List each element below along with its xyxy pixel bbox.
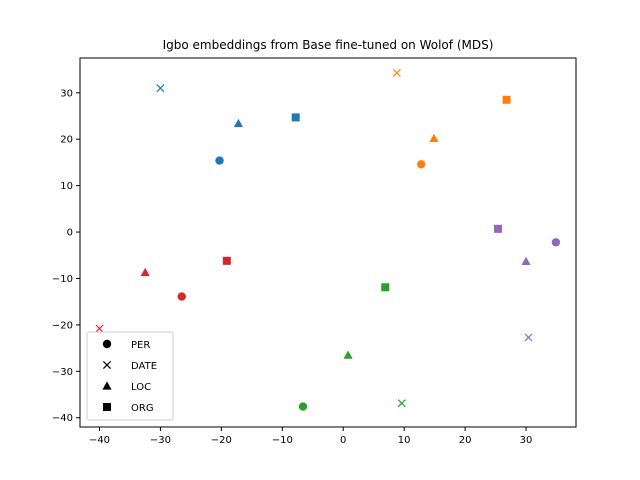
y-tick-label: −30 [52, 367, 73, 378]
x-tick-label: −30 [150, 435, 171, 446]
data-point-triangle [233, 118, 244, 128]
legend: PER DATE LOC ORG [86, 331, 174, 421]
legend-box [86, 331, 174, 421]
chart-title: Igbo embeddings from Base fine-tuned on … [163, 38, 494, 52]
y-tick-label: 30 [60, 88, 73, 99]
legend-marker-circle [102, 339, 112, 349]
data-point-square [381, 283, 390, 292]
data-point-square [291, 113, 300, 122]
x-tick-label: −40 [89, 435, 110, 446]
x-tick-label: −10 [272, 435, 293, 446]
x-tick-label: 0 [340, 435, 346, 446]
y-tick-label: −40 [52, 413, 73, 424]
x-tick-label: 10 [398, 435, 411, 446]
data-point-circle [298, 402, 308, 411]
legend-label: ORG [131, 403, 154, 414]
legend-marker-square [103, 403, 111, 411]
data-point-circle [551, 238, 561, 247]
data-point-circle [417, 160, 426, 169]
x-tick-label: 30 [520, 435, 533, 446]
legend-marker-triangle [102, 381, 112, 390]
legend-label: LOC [131, 382, 151, 393]
y-tick-label: 10 [60, 181, 73, 192]
data-point-square [494, 224, 503, 233]
data-point-x [95, 324, 104, 333]
axis-ticks: −40 −30 −20 −10 0 10 20 30 −40 −30 −20 −10 0 10 20 30 [52, 88, 533, 446]
y-tick-label: −10 [52, 274, 73, 285]
plot-area-frame [79, 57, 577, 428]
data-point-square [222, 256, 231, 265]
x-tick-label: 20 [459, 435, 472, 446]
data-point-triangle [140, 267, 150, 277]
data-point-square [502, 95, 511, 104]
data-points [95, 68, 561, 411]
legend-marker-x [102, 360, 112, 370]
y-tick-label: 0 [67, 228, 73, 239]
legend-label: PER [131, 340, 150, 351]
data-point-triangle [343, 350, 353, 359]
y-tick-label: −20 [52, 320, 73, 331]
data-point-circle [215, 156, 224, 165]
data-point-triangle [521, 256, 531, 265]
x-tick-label: −20 [211, 435, 232, 446]
data-point-x [397, 399, 406, 408]
y-tick-label: 20 [60, 135, 73, 146]
data-point-triangle [429, 133, 439, 142]
data-point-x [524, 333, 533, 342]
data-point-x [392, 68, 401, 77]
legend-label: DATE [131, 361, 157, 372]
data-point-x [156, 84, 165, 93]
data-point-circle [177, 292, 186, 301]
